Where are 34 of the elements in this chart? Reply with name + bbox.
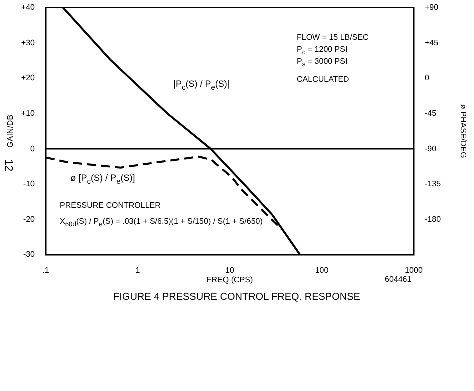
y-tick-label: 0 <box>30 144 36 154</box>
y-axis-title: GAIN/DB <box>6 114 16 148</box>
x-tick-label: 10 <box>226 266 235 276</box>
annotation: CALCULATED <box>297 75 350 84</box>
series-label: ø [P$_{c}$(S) / P$_{e}$(S)] <box>70 172 136 186</box>
annotation: PRESSURE CONTROLLER <box>60 201 161 210</box>
x-tick-label: 1 <box>136 266 141 276</box>
text: 12 <box>2 159 15 172</box>
y-tick-label: +10 <box>21 108 36 118</box>
x-tick-label: 1000 <box>405 266 424 276</box>
x-axis-title: FREQ (CPS) <box>206 275 254 284</box>
annotation: P$_{s}$ = 3000 PSI <box>297 57 348 70</box>
annotation: X$_{60d}$(S) / P$_{e}$(S) = .03(1 + S/6.5)(1 + S/150) / S(1 + S/650) <box>60 217 263 230</box>
y2-tick-label: -135 <box>425 180 442 189</box>
x-tick-label: .1 <box>42 266 50 276</box>
annotation: P$_{c}$ = 1200 PSI <box>297 45 348 58</box>
y-tick-label: +30 <box>21 38 36 48</box>
y-tick-label: -20 <box>23 214 36 224</box>
y-tick-label: -10 <box>23 180 36 189</box>
y2-tick-label: 0 <box>425 74 430 83</box>
y-tick-label: +20 <box>21 74 36 83</box>
y2-axis-title: ø PHASE/DEG <box>458 104 468 158</box>
annotation: FLOW = 15 LB/SEC <box>297 33 369 42</box>
text: FIGURE 4 PRESSURE CONTROL FREQ. RESPONSE <box>112 292 362 303</box>
y2-tick-label: +45 <box>425 38 440 48</box>
y-tick-label: +40 <box>21 3 36 12</box>
text: 604461 <box>385 275 412 284</box>
y2-tick-label: +90 <box>425 3 440 12</box>
y2-tick-label: -90 <box>425 144 438 154</box>
y-tick-label: -30 <box>23 250 36 260</box>
y2-tick-label: -180 <box>425 214 442 224</box>
text: |P$_{c}$(S) / P$_{e}$(S)| <box>174 78 230 92</box>
x-tick-label: 100 <box>315 266 330 276</box>
y2-tick-label: -45 <box>425 108 438 118</box>
